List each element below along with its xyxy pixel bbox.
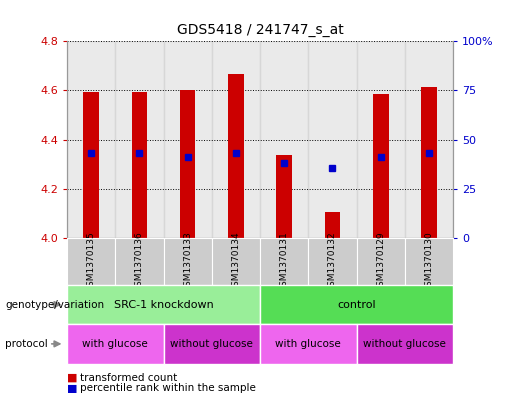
Text: GSM1370129: GSM1370129 — [376, 231, 385, 292]
Bar — [308, 41, 356, 238]
Title: GDS5418 / 241747_s_at: GDS5418 / 241747_s_at — [177, 24, 344, 37]
Bar — [212, 238, 260, 285]
Text: GSM1370130: GSM1370130 — [424, 231, 434, 292]
Text: GSM1370133: GSM1370133 — [183, 231, 192, 292]
Bar — [405, 41, 453, 238]
Text: with glucose: with glucose — [276, 339, 341, 349]
Bar — [67, 285, 260, 324]
Bar — [260, 41, 308, 238]
Text: GSM1370132: GSM1370132 — [328, 231, 337, 292]
Bar — [356, 238, 405, 285]
Text: without glucose: without glucose — [170, 339, 253, 349]
Bar — [228, 74, 244, 238]
Bar — [163, 324, 260, 364]
Bar — [115, 41, 163, 238]
Bar — [180, 90, 195, 238]
Bar — [356, 41, 405, 238]
Text: GSM1370136: GSM1370136 — [135, 231, 144, 292]
Bar — [421, 87, 437, 238]
Text: ■: ■ — [67, 373, 77, 383]
Text: GSM1370131: GSM1370131 — [280, 231, 289, 292]
Bar — [132, 92, 147, 238]
Text: GSM1370135: GSM1370135 — [87, 231, 96, 292]
Text: transformed count: transformed count — [80, 373, 177, 383]
Text: genotype/variation: genotype/variation — [5, 299, 104, 310]
Bar — [373, 94, 388, 238]
Bar — [325, 212, 340, 238]
Text: percentile rank within the sample: percentile rank within the sample — [80, 383, 256, 393]
Text: GSM1370134: GSM1370134 — [231, 231, 241, 292]
Bar — [163, 41, 212, 238]
Bar — [67, 238, 115, 285]
Bar — [260, 285, 453, 324]
Bar — [67, 41, 115, 238]
Text: protocol: protocol — [5, 339, 48, 349]
Text: control: control — [337, 299, 376, 310]
Bar — [83, 92, 99, 238]
Text: SRC-1 knockdown: SRC-1 knockdown — [114, 299, 213, 310]
Bar — [356, 324, 453, 364]
Bar — [115, 238, 163, 285]
Bar — [260, 238, 308, 285]
Bar — [308, 238, 356, 285]
Bar — [212, 41, 260, 238]
Bar — [277, 156, 292, 238]
Text: with glucose: with glucose — [82, 339, 148, 349]
Bar — [67, 324, 163, 364]
Text: ■: ■ — [67, 383, 77, 393]
Bar — [260, 324, 356, 364]
Bar — [163, 238, 212, 285]
Bar — [405, 238, 453, 285]
Text: without glucose: without glucose — [364, 339, 447, 349]
